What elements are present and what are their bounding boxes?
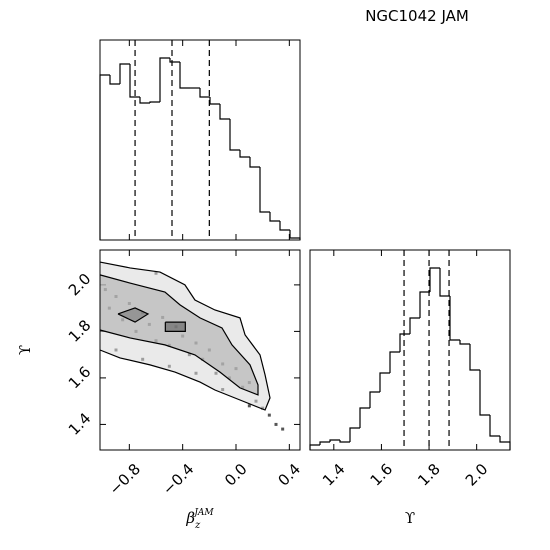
scatter-point [247,404,251,408]
histogram-step [469,344,480,371]
x-axis-label: ϒ [405,509,415,527]
histogram-step [479,370,490,416]
scatter-point [281,427,285,431]
histogram-step [259,167,270,213]
histogram-step [489,415,500,437]
histogram-step [379,372,390,392]
histogram-step [449,296,460,341]
x-axis-label: βz JAM [185,508,214,531]
histogram-step [359,407,370,428]
histogram-step [319,441,330,445]
histogram-step [109,75,120,85]
histogram-step [279,221,290,231]
histogram-step [199,88,210,98]
axes-frame [309,249,511,451]
histogram-step [269,212,280,222]
histogram-step [119,63,130,84]
scatter-point [274,422,278,426]
histogram-step [159,57,170,102]
histogram-step [439,268,450,297]
histogram-step [339,440,350,443]
histogram-step [149,101,160,103]
axes-frame [99,249,301,451]
histogram-step [129,64,140,98]
histogram-step [419,291,430,318]
histogram-step [229,119,240,151]
axes-frame [99,39,301,241]
histogram-step [219,104,230,120]
histogram-step [459,340,470,345]
label-sup: JAM [192,508,214,518]
histogram-step [209,97,220,105]
contour [117,307,150,323]
chart-title: NGC1042 JAM [365,7,469,25]
label-sub: z [194,520,201,531]
histogram-step [139,97,150,104]
histogram-step [329,439,340,442]
histogram-step [399,333,410,352]
histogram-step [369,391,380,408]
histogram-step [389,351,400,373]
scatter-point [267,413,271,417]
histogram-step [169,58,180,63]
histogram-step [429,267,440,292]
contour [99,274,259,396]
label-base: β [185,509,195,527]
histogram-step [249,157,260,168]
histogram-step [239,150,250,158]
histogram-step [349,427,360,442]
histogram-step [179,62,190,89]
histogram-step [409,317,420,334]
contour [164,321,186,332]
y-axis-label: ϒ [16,345,34,355]
